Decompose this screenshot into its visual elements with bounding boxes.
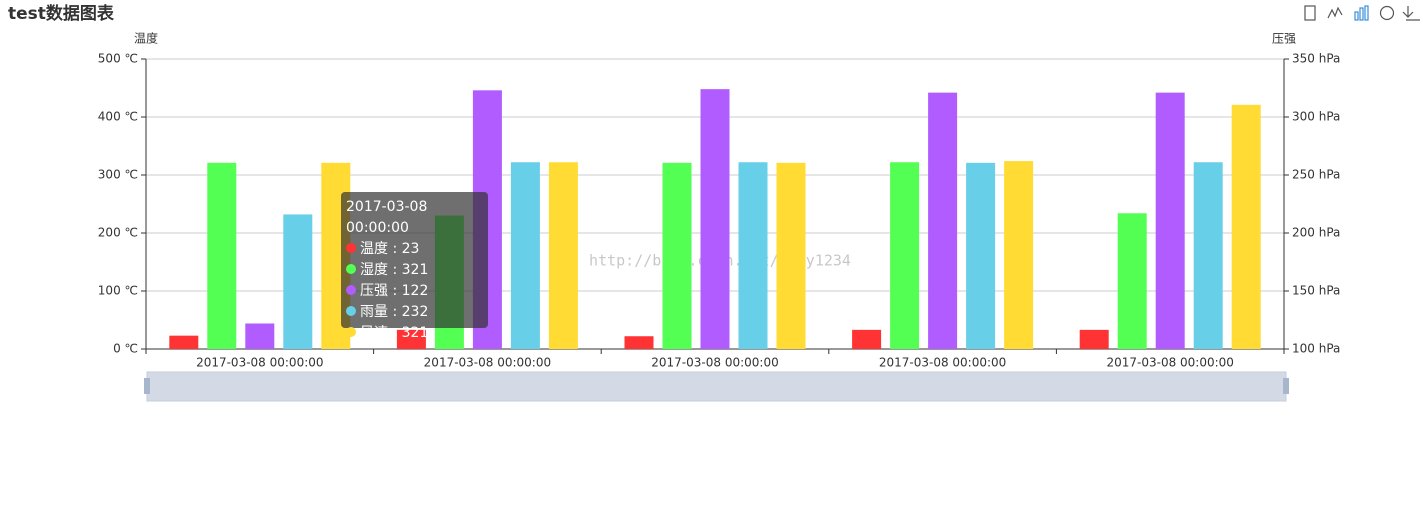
bar	[928, 92, 958, 349]
tooltip-sep	[388, 241, 402, 257]
zoom-track[interactable]	[146, 371, 1287, 402]
tooltip-row: 风速 321	[346, 323, 483, 344]
tooltip-value: 23	[401, 241, 420, 257]
tooltip-row: 温度 23	[346, 239, 483, 260]
y2-tick-label: 200 hPa	[1292, 226, 1340, 240]
tooltip-row: 压强 122	[346, 281, 483, 302]
tooltip-value: 232	[401, 304, 429, 320]
bar	[852, 329, 882, 349]
data-zoom[interactable]	[144, 371, 1289, 402]
y2-tick-label: 300 hPa	[1292, 110, 1340, 124]
zoom-handle[interactable]	[1283, 378, 1289, 394]
y-tick-label: 0 ℃	[113, 342, 138, 356]
tool-restore[interactable]	[1379, 5, 1395, 21]
bar	[548, 162, 578, 349]
x-tick-label: 2017-03-08 00:00:00	[651, 356, 778, 370]
y2-axis-title: 压强	[1272, 32, 1296, 46]
bar	[1193, 162, 1223, 349]
tooltip-name: 风速	[360, 325, 388, 341]
x-tick-label: 2017-03-08 00:00:00	[879, 356, 1006, 370]
tool-save[interactable]	[1402, 6, 1420, 21]
tooltip-name: 压强	[360, 283, 388, 299]
tooltip-title: 2017-03-08 00:00:00	[346, 199, 428, 236]
y2-tick-label: 350 hPa	[1292, 52, 1340, 66]
tooltip-name: 温度	[360, 241, 388, 257]
bar	[700, 89, 730, 349]
tooltip-dot	[346, 306, 356, 316]
bar	[510, 162, 540, 349]
tooltip-sep	[388, 325, 402, 341]
bar	[966, 162, 996, 349]
tooltip-row: 湿度 321	[346, 260, 483, 281]
bar	[396, 329, 426, 349]
bar	[245, 323, 275, 349]
y-tick-label: 500 ℃	[98, 52, 138, 66]
tooltip-value: 122	[401, 283, 429, 299]
x-tick-label: 2017-03-08 00:00:00	[1106, 356, 1233, 370]
bar	[283, 214, 313, 349]
bar	[738, 162, 768, 349]
tooltip-value: 321	[401, 262, 429, 278]
y-tick-label: 100 ℃	[98, 284, 138, 298]
tooltip-dot	[346, 243, 356, 253]
bar	[890, 162, 920, 349]
tooltip-value: 321	[401, 325, 429, 341]
bar	[662, 162, 692, 349]
bar	[1079, 329, 1109, 349]
y2-tick-label: 250 hPa	[1292, 168, 1340, 182]
y-axis-title: 温度	[134, 31, 158, 46]
tooltip-dot	[346, 327, 356, 337]
bar	[624, 336, 654, 349]
tool-data-view[interactable]	[1304, 5, 1316, 21]
tooltip-dot	[346, 285, 356, 295]
zoom-handle[interactable]	[144, 378, 150, 394]
bar	[169, 335, 199, 349]
tooltip-dot	[346, 264, 356, 274]
x-tick-label: 2017-03-08 00:00:00	[424, 356, 551, 370]
bar	[207, 162, 237, 349]
y-tick-label: 400 ℃	[98, 110, 138, 124]
bar	[1117, 213, 1147, 349]
bar	[1231, 104, 1261, 349]
tooltip-sep	[388, 262, 402, 278]
y-tick-label: 200 ℃	[98, 226, 138, 240]
tooltip-sep	[388, 304, 402, 320]
y2-tick-label: 150 hPa	[1292, 284, 1340, 298]
toolbox[interactable]	[1304, 5, 1420, 21]
tool-line[interactable]	[1327, 6, 1343, 19]
tooltip-row: 雨量 232	[346, 302, 483, 323]
bar	[1155, 92, 1185, 349]
y-tick-label: 300 ℃	[98, 168, 138, 182]
tooltip-sep	[388, 283, 402, 299]
tool-bar[interactable]	[1354, 5, 1369, 21]
tooltip-name: 雨量	[360, 304, 388, 320]
bar	[776, 162, 806, 349]
tooltip-name: 湿度	[360, 262, 388, 278]
tooltip: 2017-03-08 00:00:00 温度 23 湿度 321 压强 122 雨量 232 风速…	[341, 192, 488, 341]
y2-tick-label: 100 hPa	[1292, 342, 1340, 356]
bar	[1004, 161, 1034, 349]
x-tick-label: 2017-03-08 00:00:00	[196, 356, 323, 370]
chart-title: test数据图表	[8, 3, 115, 24]
